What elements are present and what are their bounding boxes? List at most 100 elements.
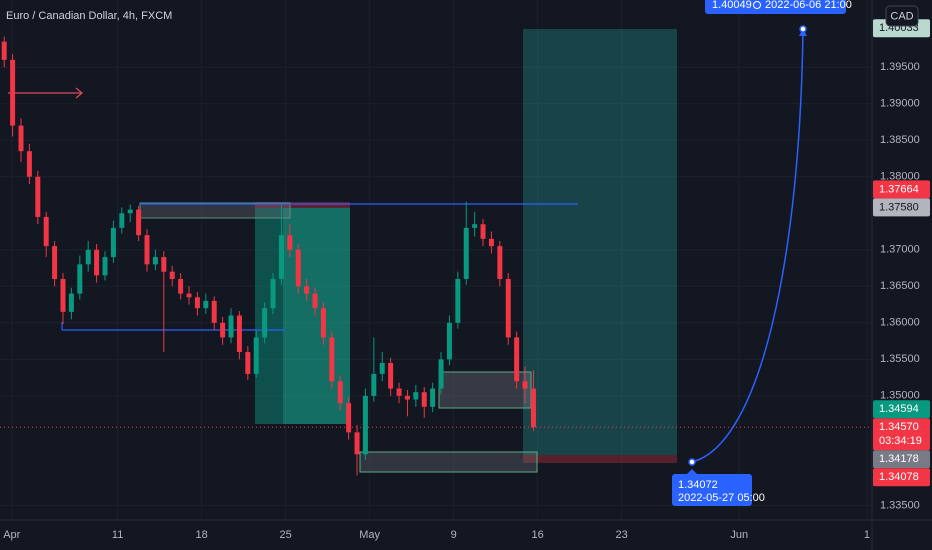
candle-body [354,432,360,455]
price-tag-label: 1.37664 [879,183,919,195]
x-tick-label: 16 [532,529,544,541]
price-tag [873,180,930,199]
candle-body [245,352,251,374]
candles [1,36,536,476]
currency-label[interactable]: CAD [890,10,913,22]
candle-body [220,322,226,338]
candle-body [438,359,444,389]
candle-body [270,278,276,309]
callout-pointer [687,469,697,474]
price-tag [873,400,930,419]
candle-body [110,227,116,258]
candle-body [362,395,368,455]
candle-body [295,249,301,287]
candle-body [18,125,24,152]
grid [0,0,872,520]
countdown: 03:34:19 [879,435,922,447]
anchor-point [688,458,696,466]
candle-body [43,216,49,247]
y-tick-label: 1.39500 [880,61,920,73]
price-tag-label: 1.34178 [879,453,919,465]
candle-body [446,322,452,360]
candle-body [211,300,217,323]
y-tick-label: 1.37000 [880,244,920,256]
candle-body [320,308,326,338]
candle-body [127,209,133,214]
candle-body [203,300,209,309]
x-tick-label: Apr [3,529,20,541]
candle-body [455,278,461,323]
y-tick-label: 1.36500 [880,280,920,292]
target-zone [523,29,677,455]
stop-zone [255,202,350,208]
candle-body [60,278,66,312]
candle-body [404,395,410,400]
candle-body [119,213,125,228]
candle-body [161,257,167,272]
anchor-point [799,25,807,33]
price-tag-label: 1.34570 [879,421,919,433]
y-tick-label: 1.38500 [880,134,920,146]
callout-time: 2022-05-27 05:00 [678,492,765,504]
x-tick-label: Jun [730,529,748,541]
x-tick-label: 1 [864,529,870,541]
candle-body [488,238,494,247]
candle-body [169,271,175,279]
candle-body [152,257,158,265]
candle-body [236,315,242,353]
price-tag [873,418,930,451]
x-tick-label: 18 [195,529,207,541]
candle-body [144,235,150,265]
y-tick-label: 1.35500 [880,353,920,365]
position-zone [255,208,350,424]
callout-box [705,0,846,14]
candle-body [430,388,436,407]
candle-body [371,373,377,396]
projection-curve [691,28,804,463]
candle-body [463,227,469,279]
price-tag-label: 1.37580 [879,201,919,213]
candle-body [228,315,234,338]
candle-body [52,246,58,279]
candle-body [514,337,520,382]
time-axis [0,520,932,550]
candle-body [379,362,385,374]
x-tick-label: 11 [112,529,123,541]
candle-body [396,388,402,396]
target-callout: 1.40049 2022-06-06 21:00 [705,0,852,33]
candle-body [85,249,91,265]
x-tick-label: 25 [280,529,292,541]
candle-body [472,224,478,228]
x-tick-label: 9 [451,529,457,541]
callout-time: 2022-06-06 21:00 [765,0,852,11]
price-tag [873,198,930,217]
candle-body [35,176,41,217]
candle-body [497,246,503,279]
candle-body [194,297,200,309]
y-tick-label: 1.33500 [880,499,920,511]
candle-body [26,151,32,177]
candle-body [287,235,293,250]
callout-price: 1.34072 [678,479,718,491]
candle-body [136,209,142,236]
candle-body [530,388,536,428]
candle-body [337,381,343,404]
candle-body [388,362,394,389]
candle-body [312,293,318,309]
candle-body [413,392,419,400]
candle-body [278,235,284,279]
candle-body [262,308,268,338]
candle-body [480,224,486,239]
callout-price: 1.40049 [712,0,752,11]
currency-button[interactable] [885,5,919,27]
x-tick-label: 23 [616,529,628,541]
x-tick-label: May [359,529,380,541]
price-tag [873,468,930,487]
candle-body [178,278,184,294]
candle-body [94,249,100,276]
candle-body [77,264,83,294]
candle-body [346,403,352,433]
candle-body [186,293,192,298]
candle-body [304,286,310,294]
